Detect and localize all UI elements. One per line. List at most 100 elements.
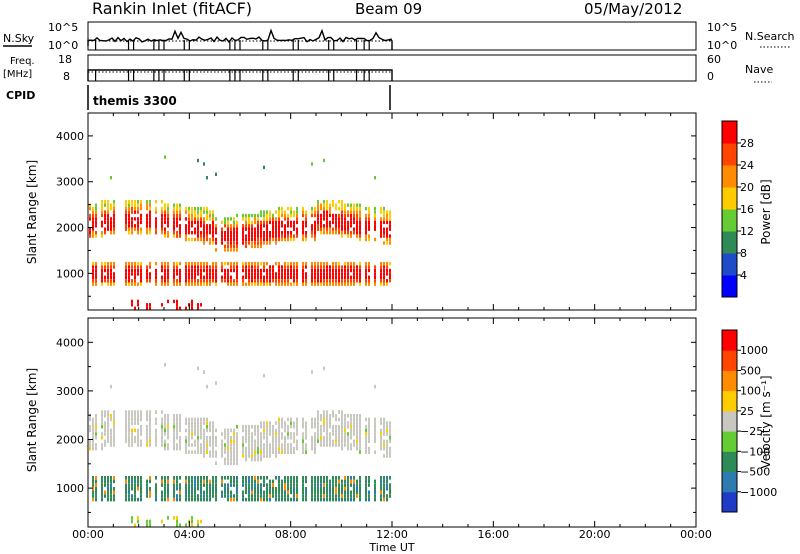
power-cell bbox=[269, 213, 271, 218]
colorbar-tick-label: 28 bbox=[740, 137, 754, 150]
power-cell bbox=[260, 227, 262, 231]
power-cell bbox=[353, 213, 355, 218]
velocity-cell bbox=[380, 435, 382, 440]
velocity-cell bbox=[254, 454, 256, 458]
velocity-cell bbox=[389, 454, 391, 458]
velocity-cell bbox=[167, 435, 169, 440]
power-cell bbox=[287, 231, 289, 235]
power-cell bbox=[188, 220, 190, 225]
power-cell bbox=[263, 224, 265, 228]
velocity-cell bbox=[191, 516, 193, 520]
power-cell bbox=[149, 231, 151, 235]
power-cell bbox=[245, 213, 247, 218]
velocity-cell bbox=[368, 476, 370, 480]
velocity-cell bbox=[140, 486, 142, 491]
power-cell bbox=[380, 282, 382, 286]
power-cell bbox=[317, 213, 319, 218]
power-cell bbox=[101, 261, 103, 266]
velocity-cell bbox=[296, 443, 298, 447]
power-cell bbox=[251, 220, 253, 225]
velocity-cell bbox=[92, 439, 94, 444]
velocity-cell bbox=[281, 417, 283, 422]
velocity-cell bbox=[275, 486, 277, 491]
velocity-cell bbox=[290, 421, 292, 425]
velocity-cell bbox=[191, 435, 193, 440]
power-cell bbox=[221, 234, 223, 238]
power-cell bbox=[140, 268, 142, 273]
power-cell bbox=[197, 213, 199, 218]
power-cell bbox=[251, 231, 253, 235]
power-cell bbox=[287, 261, 289, 266]
velocity-cell bbox=[179, 421, 181, 425]
power-cell bbox=[347, 210, 349, 214]
velocity-cell bbox=[125, 414, 127, 418]
velocity-cell bbox=[356, 486, 358, 491]
velocity-cell bbox=[368, 435, 370, 440]
velocity-cell bbox=[125, 421, 127, 425]
velocity-cell bbox=[374, 435, 376, 440]
power-cell bbox=[125, 224, 127, 228]
velocity-cell bbox=[305, 435, 307, 440]
power-cell bbox=[266, 213, 268, 218]
power-cell bbox=[146, 200, 148, 204]
velocity-cell bbox=[149, 479, 151, 484]
velocity-cell bbox=[215, 476, 217, 480]
power-cell bbox=[128, 275, 130, 279]
power-cell bbox=[356, 210, 358, 214]
power-cell bbox=[347, 213, 349, 218]
y-tick-label: 1000 bbox=[56, 482, 84, 495]
power-cell bbox=[260, 282, 262, 286]
velocity-cell bbox=[266, 435, 268, 440]
power-cell bbox=[305, 272, 307, 276]
velocity-cell bbox=[188, 424, 190, 429]
power-cell bbox=[185, 265, 187, 269]
velocity-cell bbox=[197, 432, 199, 436]
velocity-cell bbox=[296, 421, 298, 425]
power-cell bbox=[95, 272, 97, 276]
power-cell bbox=[248, 231, 250, 235]
velocity-cell bbox=[203, 428, 205, 433]
velocity-cell bbox=[383, 432, 385, 436]
power-cell bbox=[212, 237, 214, 242]
power-cell bbox=[188, 217, 190, 221]
velocity-cell bbox=[287, 435, 289, 440]
power-cell bbox=[263, 220, 265, 225]
velocity-cell bbox=[110, 486, 112, 491]
power-cell bbox=[137, 217, 139, 221]
velocity-cell bbox=[242, 483, 244, 487]
power-cell bbox=[200, 268, 202, 273]
power-cell bbox=[104, 217, 106, 221]
power-cell bbox=[389, 234, 391, 238]
velocity-cell bbox=[284, 446, 286, 451]
power-cell bbox=[302, 237, 304, 242]
velocity-cell bbox=[212, 432, 214, 436]
velocity-cell bbox=[236, 461, 238, 465]
velocity-cell bbox=[365, 439, 367, 444]
power-cell bbox=[287, 282, 289, 286]
power-cell bbox=[257, 224, 259, 228]
velocity-cell bbox=[131, 479, 133, 484]
velocity-cell bbox=[161, 435, 163, 440]
velocity-cell bbox=[101, 483, 103, 487]
power-cell bbox=[314, 275, 316, 279]
velocity-cell bbox=[176, 497, 178, 502]
power-cell bbox=[368, 220, 370, 225]
velocity-cell bbox=[203, 454, 205, 458]
velocity-cell bbox=[233, 439, 235, 444]
velocity-cell bbox=[167, 428, 169, 433]
power-cell bbox=[230, 234, 232, 238]
velocity-cell bbox=[161, 519, 163, 524]
velocity-cell bbox=[236, 454, 238, 458]
power-cell bbox=[278, 275, 280, 279]
power-cell bbox=[335, 268, 337, 273]
velocity-cell bbox=[380, 421, 382, 425]
velocity-cell bbox=[323, 417, 325, 422]
power-cell bbox=[293, 268, 295, 273]
power-cell bbox=[212, 265, 214, 269]
velocity-cell bbox=[209, 450, 211, 454]
power-cell bbox=[272, 224, 274, 228]
power-cell bbox=[347, 261, 349, 266]
colorbar-segment bbox=[722, 187, 737, 210]
velocity-cell bbox=[107, 428, 109, 433]
power-cell bbox=[176, 265, 178, 269]
